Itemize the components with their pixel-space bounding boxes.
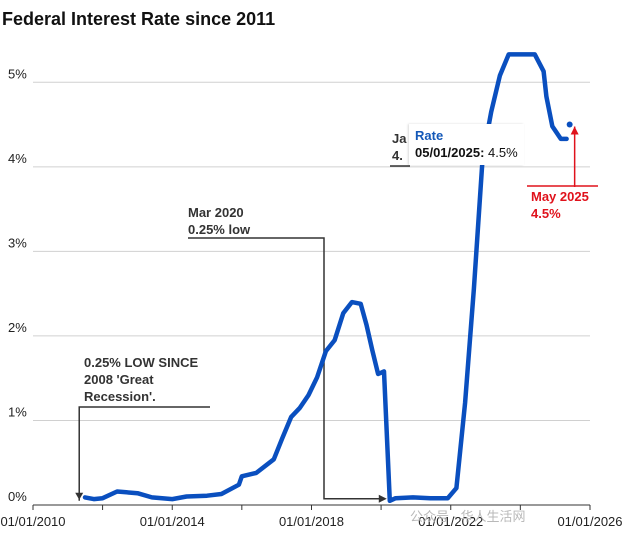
annotation-text-line: 0.25% LOW SINCE [84,355,198,370]
rate-series-line [82,52,569,504]
annotation-arrowhead [75,492,84,500]
annotation-leader-line [78,406,210,501]
red-annotation-arrowhead [570,126,579,135]
x-tick-label: 01/01/2018 [279,514,344,529]
tooltip: Rate 05/01/2025: 4.5% [409,124,524,165]
y-tick-label: 2% [8,320,27,335]
x-tick-label: 01/01/2010 [0,514,65,529]
annotation-text-line: Recession'. [84,389,156,404]
partial-annotation-line-2: 4. [392,148,403,163]
partial-annotation-line-1: Ja [392,131,407,146]
annotation-text-line: 2008 'Great [84,372,154,387]
y-tick-label: 5% [8,66,27,81]
tooltip-date: 05/01/2025: [415,145,485,160]
watermark: 公众号 · 华人生活网 [410,509,526,524]
tooltip-value: 4.5% [488,145,518,160]
annotation-arrowhead [378,494,387,503]
may-2025-annotation-line-2: 4.5% [531,206,561,221]
may-2025-annotation-line-1: May 2025 [531,189,589,204]
series-hover-marker [566,121,573,128]
x-tick-label: 01/01/2014 [140,514,205,529]
y-tick-label: 4% [8,151,27,166]
x-tick-label: 01/01/2026 [557,514,622,529]
may-2025-annotation: May 2025 4.5% [531,188,589,222]
y-tick-label: 3% [8,235,27,250]
annotation-text-line: 0.25% low [188,222,251,237]
chart-title: Federal Interest Rate since 2011 [2,9,276,29]
y-tick-label: 1% [8,404,27,419]
y-tick-label: 0% [8,489,27,504]
x-tick-label: 01/01/2022 [418,514,483,529]
annotation-leader-line [188,237,381,500]
tooltip-series: Rate [415,128,444,143]
annotation-text-line: Mar 2020 [188,205,244,220]
partial-annotation: Ja 4. [392,130,406,164]
